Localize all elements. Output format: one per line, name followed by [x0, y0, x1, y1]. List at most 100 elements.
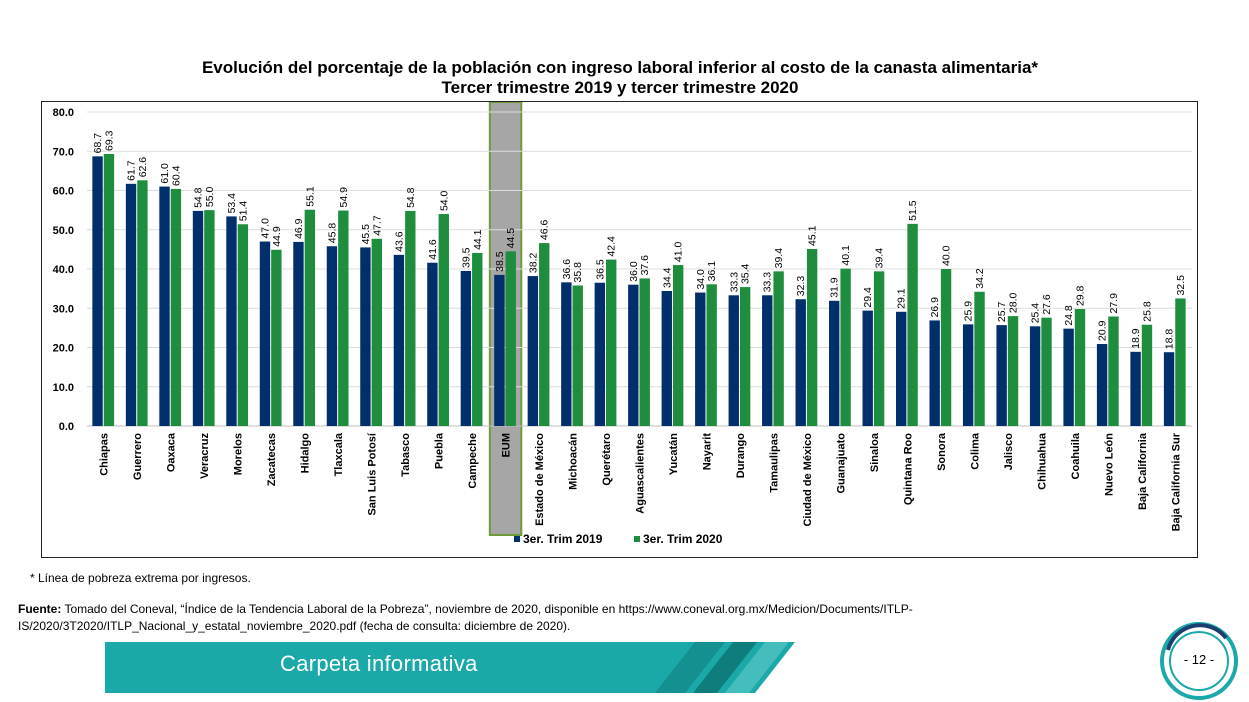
data-label: 45.5 — [360, 224, 372, 245]
y-tick-label: 70.0 — [53, 146, 74, 158]
bar — [405, 210, 416, 426]
data-label: 38.2 — [527, 252, 539, 273]
legend-swatch — [634, 536, 640, 542]
bar — [672, 265, 684, 426]
x-tick-label: Yucatán — [668, 433, 680, 475]
banner-stripe — [725, 642, 789, 693]
page-number: - 12 - — [1183, 652, 1215, 667]
bar — [561, 282, 572, 426]
bar — [728, 295, 739, 426]
data-label: 45.8 — [326, 223, 338, 244]
bar — [895, 311, 907, 426]
data-label: 46.9 — [293, 218, 305, 239]
data-label: 54.8 — [405, 187, 417, 208]
bar — [606, 259, 617, 426]
data-label: 44.5 — [505, 228, 517, 249]
x-tick-label: Zacatecas — [266, 433, 278, 486]
data-label: 61.0 — [159, 163, 171, 184]
x-tick-label: Veracruz — [199, 433, 211, 479]
banner-stripe — [693, 642, 757, 693]
data-label: 36.6 — [561, 259, 573, 280]
data-label: 41.6 — [427, 239, 439, 260]
bar — [271, 249, 282, 426]
bar — [1074, 309, 1086, 426]
x-tick-label: Baja California — [1137, 432, 1149, 510]
x-tick-label: Coahuila — [1070, 432, 1082, 479]
bar — [237, 224, 249, 426]
footnote: * Línea de pobreza extrema por ingresos. — [30, 571, 251, 585]
banner-stripe — [655, 642, 725, 693]
x-tick-label: San Luis Potosí — [367, 432, 379, 515]
bar — [706, 284, 717, 426]
bar — [628, 284, 639, 426]
bar — [472, 252, 483, 426]
bar — [795, 299, 806, 426]
data-label: 40.1 — [840, 245, 852, 266]
y-tick-label: 20.0 — [53, 343, 74, 355]
x-tick-label: Michoacán — [568, 433, 580, 490]
bar — [1141, 324, 1153, 426]
data-label: 26.9 — [929, 297, 941, 318]
bar — [427, 262, 438, 426]
x-tick-label: Chiapas — [99, 433, 111, 476]
bar-chart: 0.010.020.030.040.050.060.070.080.068.7 6… — [53, 102, 1192, 546]
data-label: 38.5 — [494, 251, 506, 272]
x-tick-label: Guerrero — [132, 433, 144, 480]
bar — [1029, 326, 1041, 426]
chart-title-line-1: Evolución del porcentaje de la población… — [201, 58, 1039, 77]
data-label: 25.4 — [1030, 303, 1042, 324]
x-tick-label: EUM — [501, 433, 513, 457]
bar — [393, 254, 405, 426]
x-tick-label: Guanajuato — [835, 433, 847, 494]
bar — [594, 282, 606, 426]
bar — [460, 270, 472, 426]
bar — [125, 183, 137, 426]
bar — [1163, 352, 1175, 426]
x-tick-label: Morelos — [233, 433, 245, 475]
chart-title: Evolución del porcentaje de la población… — [0, 58, 1240, 98]
bar — [806, 248, 818, 426]
bar — [326, 246, 338, 426]
x-tick-label: Querétaro — [601, 433, 613, 486]
data-label: 35.4 — [740, 263, 752, 284]
bar — [137, 180, 148, 426]
bar — [1175, 298, 1186, 426]
bar — [996, 325, 1007, 426]
bar — [1130, 351, 1141, 426]
data-label: 54.0 — [438, 190, 450, 211]
bar — [192, 210, 204, 426]
x-tick-label: Baja California Sur — [1170, 432, 1182, 531]
bar — [762, 295, 773, 426]
data-label: 33.3 — [728, 272, 740, 293]
data-label: 25.9 — [963, 301, 975, 322]
banner-background — [105, 642, 795, 693]
data-label: 24.8 — [1063, 305, 1075, 326]
data-label: 40.0 — [941, 245, 953, 266]
bar — [840, 268, 851, 426]
data-label: 44.9 — [271, 226, 283, 247]
banner-title: Carpeta informativa — [280, 651, 478, 676]
data-label: 43.6 — [393, 231, 405, 252]
data-label: 27.6 — [1041, 294, 1053, 315]
data-label: 41.0 — [673, 241, 685, 262]
data-label: 35.8 — [572, 262, 584, 283]
bar — [159, 186, 170, 426]
y-tick-label: 80.0 — [53, 107, 74, 119]
data-label: 47.7 — [371, 215, 383, 236]
data-label: 18.8 — [1164, 329, 1176, 350]
data-label: 31.9 — [829, 277, 841, 298]
bar — [338, 210, 349, 426]
x-tick-label: Tlaxcala — [333, 432, 345, 476]
data-label: 54.8 — [193, 187, 205, 208]
data-label: 29.8 — [1074, 285, 1086, 306]
y-tick-label: 40.0 — [53, 264, 74, 276]
legend-label: 3er. Trim 2019 — [523, 532, 603, 546]
bar — [92, 156, 103, 426]
data-label: 36.5 — [594, 259, 606, 280]
x-tick-label: Puebla — [434, 432, 446, 469]
x-tick-label: Quintana Roo — [902, 433, 914, 505]
bar — [873, 271, 885, 426]
data-label: 51.5 — [907, 200, 919, 221]
bar — [527, 276, 539, 426]
bar — [661, 290, 672, 426]
